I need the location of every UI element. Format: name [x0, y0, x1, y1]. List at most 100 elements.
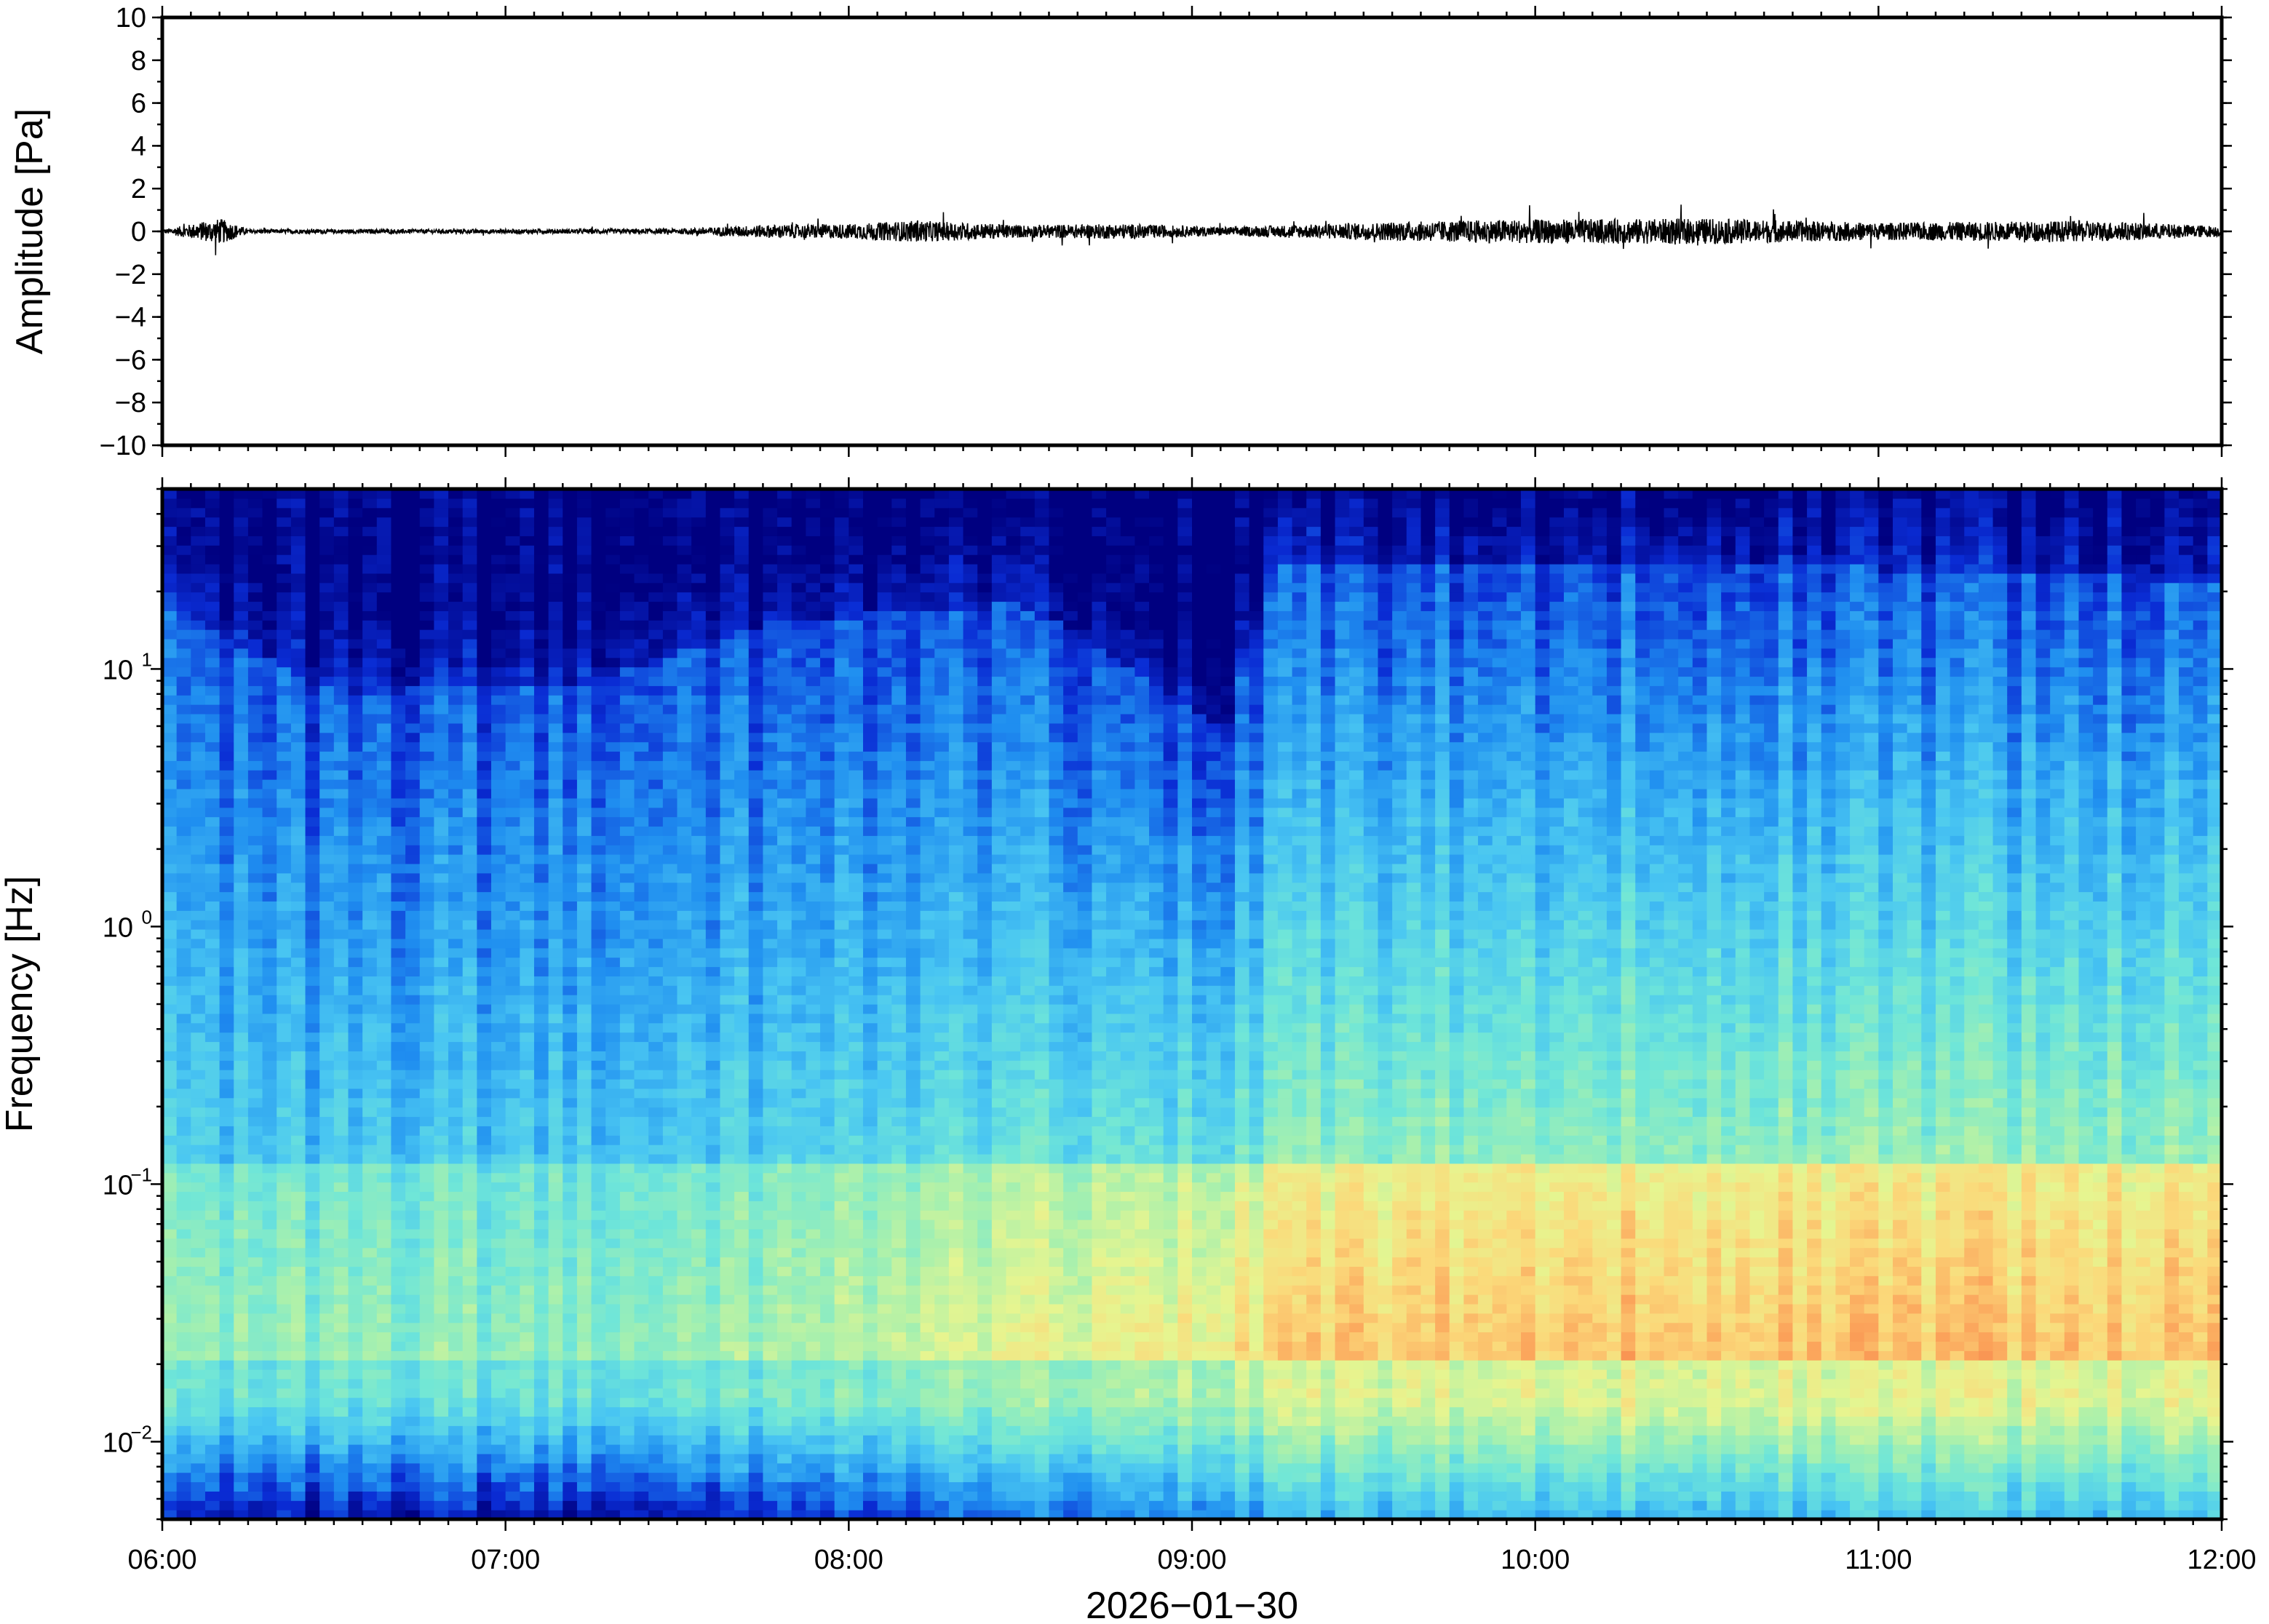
spectrogram-cell — [477, 1332, 492, 1342]
spectrogram-cell — [219, 1051, 234, 1061]
spectrogram-cell — [648, 901, 664, 911]
spectrogram-cell — [204, 1088, 220, 1099]
spectrogram-cell — [333, 713, 349, 724]
spectrogram-cell — [491, 1078, 506, 1089]
spectrogram-cell — [305, 573, 320, 584]
spectrogram-cell — [305, 1088, 320, 1099]
spectrogram-cell — [533, 695, 549, 705]
spectrogram-cell — [634, 1341, 649, 1351]
spectrogram-cell — [720, 1322, 735, 1333]
spectrogram-cell — [619, 1341, 635, 1351]
spectrogram-cell — [520, 1350, 535, 1361]
spectrogram-cell — [348, 545, 363, 555]
spectrogram-cell — [191, 638, 206, 649]
spectrogram-cell — [219, 1191, 234, 1201]
spectrogram-cell — [262, 947, 277, 958]
spectrogram-cell — [234, 1032, 249, 1043]
spectrogram-cell — [376, 1322, 392, 1333]
spectrogram-cell — [176, 1303, 191, 1314]
spectrogram-cell — [219, 1228, 234, 1239]
spectrogram-cell — [634, 760, 649, 771]
spectrogram-cell — [705, 966, 721, 976]
spectrogram-cell — [333, 1051, 349, 1061]
spectrogram-cell — [591, 1472, 606, 1483]
spectrogram-cell — [619, 563, 635, 574]
spectrogram-cell — [262, 1397, 277, 1408]
spectrogram-cell — [520, 1088, 535, 1099]
spectrogram-cell — [305, 1126, 320, 1136]
spectrogram-cell — [705, 573, 721, 584]
spectrogram-cell — [462, 1285, 477, 1295]
spectrogram-cell — [376, 676, 392, 686]
spectrogram-cell — [677, 1322, 692, 1333]
spectrogram-cell — [648, 517, 664, 528]
amplitude-tick-label: 10 — [116, 3, 146, 33]
spectrogram-cell — [262, 1481, 277, 1492]
spectrogram-cell — [262, 695, 277, 705]
spectrogram-cell — [234, 1453, 249, 1464]
spectrogram-cell — [219, 1153, 234, 1164]
spectrogram-cell — [362, 770, 378, 780]
spectrogram-cell — [362, 723, 378, 733]
spectrogram-cell — [677, 770, 692, 780]
spectrogram-cell — [563, 1210, 578, 1220]
spectrogram-cell — [376, 1182, 392, 1193]
spectrogram-cell — [162, 1257, 178, 1267]
spectrogram-cell — [734, 1210, 750, 1220]
spectrogram-cell — [520, 629, 535, 640]
spectrogram-cell — [520, 872, 535, 883]
spectrogram-cell — [162, 1360, 178, 1370]
spectrogram-cell — [705, 1303, 721, 1314]
spectrogram-cell — [576, 1257, 592, 1267]
spectrogram-cell — [191, 741, 206, 752]
spectrogram-cell — [448, 995, 464, 1005]
spectrogram-cell — [576, 807, 592, 818]
spectrogram-cell — [605, 1126, 621, 1136]
spectrogram-cell — [563, 685, 578, 696]
spectrogram-cell — [705, 1191, 721, 1201]
spectrogram-cell — [477, 629, 492, 640]
spectrogram-cell — [619, 826, 635, 836]
spectrogram-cell — [662, 1500, 678, 1510]
spectrogram-cell — [748, 816, 764, 827]
spectrogram-cell — [648, 1210, 664, 1220]
spectrogram-cell — [520, 1013, 535, 1024]
spectrogram-cell — [505, 1341, 520, 1351]
spectrogram-cell — [434, 601, 449, 611]
spectrogram-cell — [434, 1182, 449, 1193]
spectrogram-cell — [691, 826, 707, 836]
spectrogram-cell — [277, 1322, 292, 1333]
spectrogram-cell — [533, 685, 549, 696]
spectrogram-cell — [662, 498, 678, 509]
spectrogram-cell — [277, 666, 292, 677]
spectrogram-cell — [505, 1332, 520, 1342]
spectrogram-cell — [462, 1247, 477, 1258]
spectrogram-cell — [763, 835, 778, 845]
spectrogram-cell — [520, 1303, 535, 1314]
spectrogram-cell — [419, 648, 434, 658]
spectrogram-cell — [319, 1491, 335, 1501]
spectrogram-cell — [434, 788, 449, 799]
spectrogram-cell — [362, 947, 378, 958]
spectrogram-cell — [176, 751, 191, 761]
spectrogram-cell — [176, 573, 191, 584]
spectrogram-cell — [634, 526, 649, 536]
spectrogram-cell — [419, 938, 434, 949]
spectrogram-cell — [462, 1116, 477, 1126]
spectrogram-cell — [605, 1369, 621, 1380]
spectrogram-cell — [319, 1107, 335, 1118]
spectrogram-cell — [434, 929, 449, 939]
spectrogram-cell — [691, 554, 707, 565]
spectrogram-cell — [462, 1425, 477, 1436]
spectrogram-cell — [563, 648, 578, 658]
spectrogram-cell — [533, 920, 549, 930]
spectrogram-cell — [691, 1088, 707, 1099]
spectrogram-cell — [734, 1013, 750, 1024]
spectrogram-cell — [591, 1116, 606, 1126]
spectrogram-cell — [290, 1238, 306, 1249]
spectrogram-cell — [691, 489, 707, 499]
spectrogram-cell — [247, 695, 263, 705]
spectrogram-cell — [204, 760, 220, 771]
spectrogram-cell — [477, 1032, 492, 1043]
spectrogram-cell — [405, 1285, 421, 1295]
